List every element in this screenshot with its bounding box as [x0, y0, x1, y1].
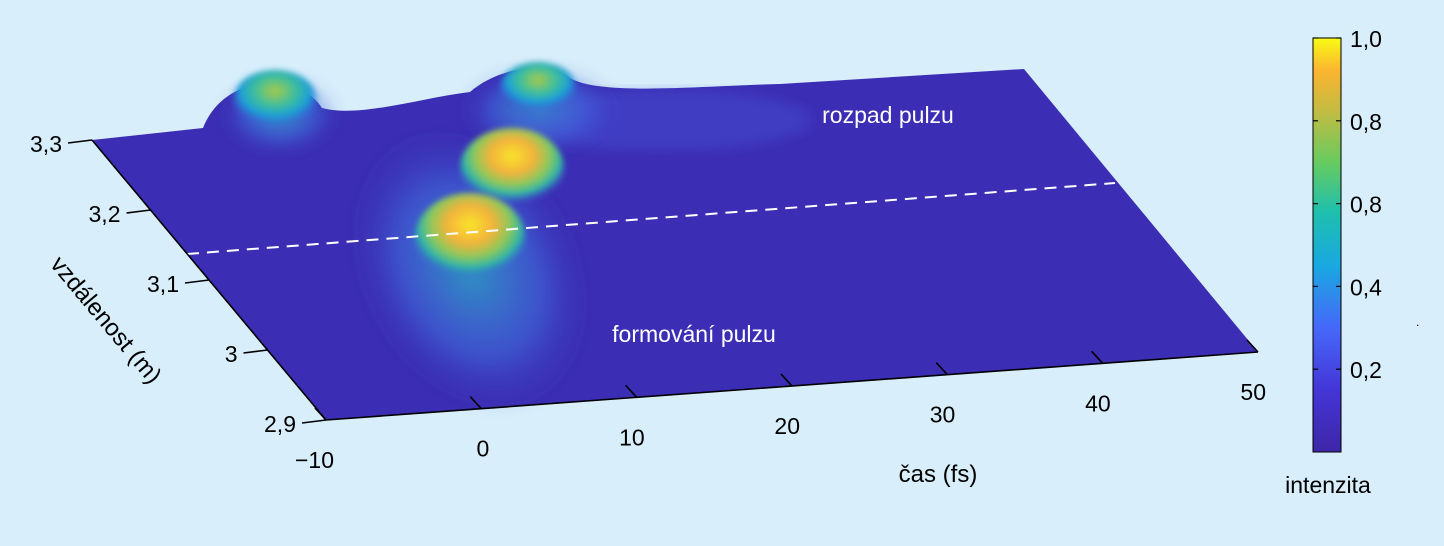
annotation-pulse-formation: formování pulzu — [612, 321, 776, 347]
x-tick-mark — [935, 362, 948, 376]
colorbar — [1312, 37, 1342, 453]
x-tick-label: −10 — [295, 447, 334, 473]
x-ticks: −10 0 10 20 30 40 50 — [295, 339, 1266, 473]
stray-mark: . — [1416, 315, 1419, 329]
colorbar-tick-label: 0,4 — [1350, 274, 1382, 300]
colorbar-tick-label: 0,8 — [1350, 109, 1382, 135]
x-tick-mark — [1091, 350, 1104, 364]
y-tick-label: 3,1 — [147, 271, 179, 297]
y-tick-mark — [301, 419, 327, 424]
x-tick-label: 30 — [930, 402, 956, 428]
colorbar-tick-label: 0,2 — [1350, 357, 1382, 383]
x-axis-label: čas (fs) — [899, 461, 978, 488]
dashed-marker-line — [186, 182, 1116, 255]
y-tick-label: 2,9 — [264, 411, 296, 437]
x-tick-mark — [625, 384, 638, 398]
colorbar-tick-label: 0,8 — [1350, 192, 1382, 218]
x-tick-label: 10 — [619, 424, 645, 450]
annotation-pulse-decay: rozpad pulzu — [822, 102, 954, 128]
colorbar-tick-label: 1,0 — [1350, 26, 1382, 52]
y-ticks: 2,9 3 3,1 3,2 3,3 — [30, 131, 327, 437]
x-tick-mark — [1246, 339, 1259, 353]
y-tick-mark — [67, 139, 93, 144]
x-tick-label: 40 — [1085, 390, 1111, 416]
y-tick-mark — [126, 209, 151, 214]
colorbar-ticks: 0,2 0,4 0,8 0,8 1,0 — [1313, 26, 1382, 383]
x-tick-label: 50 — [1240, 379, 1266, 405]
y-tick-label: 3,2 — [89, 201, 121, 227]
surface-highlights — [220, 62, 810, 413]
y-tick-mark — [184, 279, 210, 284]
colorbar-label: intenzita — [1285, 472, 1371, 498]
x-tick-mark — [314, 407, 327, 421]
y-tick-label: 3 — [225, 341, 238, 367]
x-tick-mark — [469, 396, 482, 410]
y-tick-label: 3,3 — [30, 131, 62, 157]
y-tick-mark — [243, 349, 268, 354]
x-tick-label: 20 — [774, 413, 800, 439]
x-tick-label: 0 — [477, 436, 490, 462]
x-tick-mark — [780, 373, 793, 387]
